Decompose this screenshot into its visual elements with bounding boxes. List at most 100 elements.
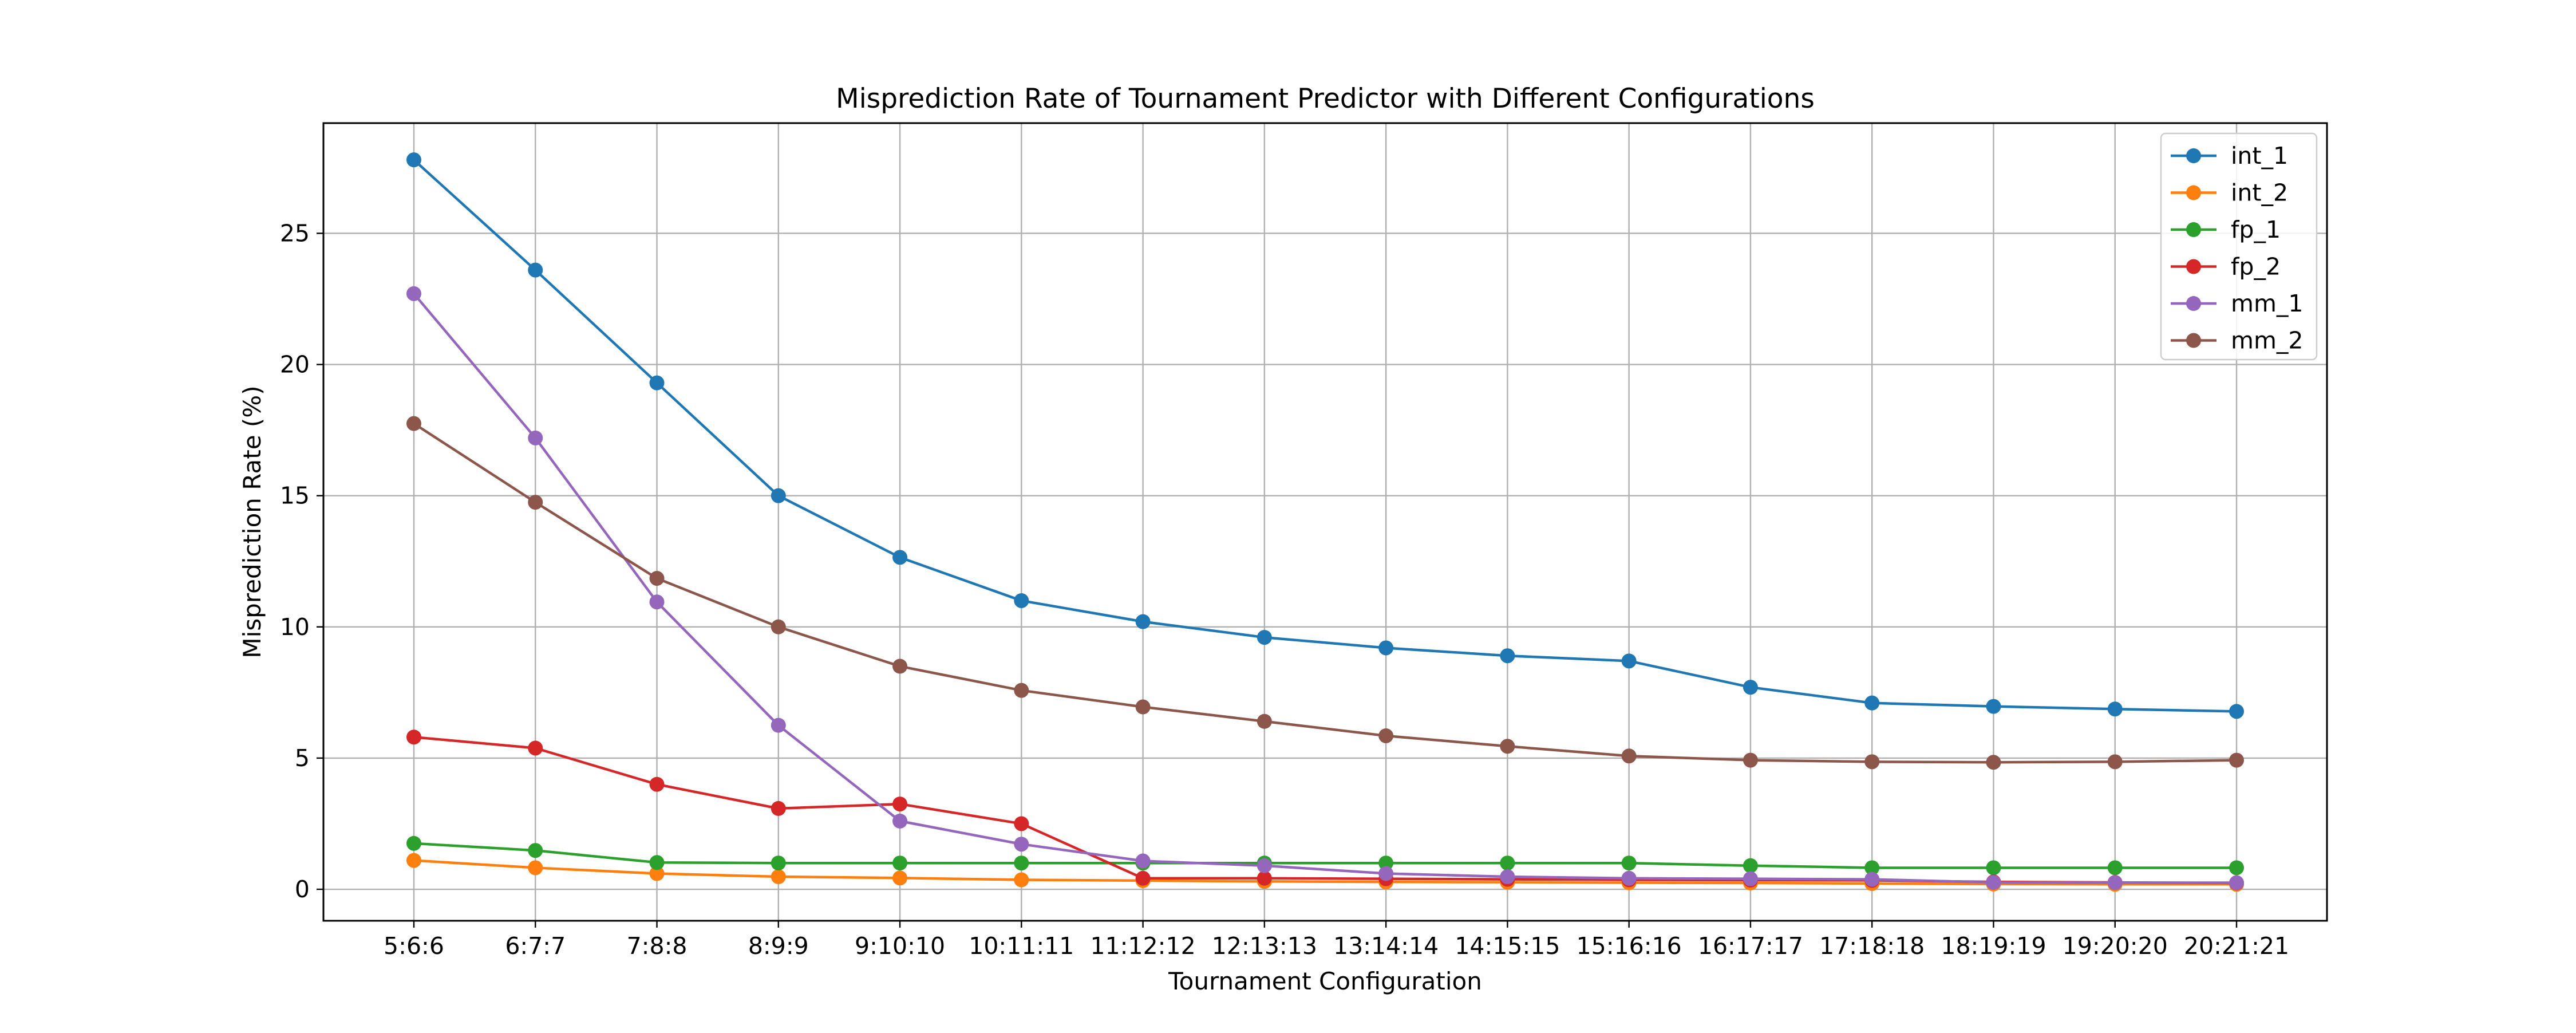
data-point-mm_1	[1986, 875, 2001, 890]
data-point-int_1	[2229, 704, 2244, 719]
x-tick-label: 5:6:6	[384, 932, 444, 960]
data-point-int_1	[771, 488, 786, 503]
series-lines	[406, 152, 2244, 892]
legend-label: mm_2	[2231, 327, 2303, 354]
x-tick-label: 20:21:21	[2184, 932, 2289, 960]
data-point-fp_2	[771, 801, 786, 816]
data-point-mm_1	[649, 594, 665, 610]
series-line-int_2	[413, 859, 2237, 886]
y-axis-label: Misprediction Rate (%)	[238, 385, 266, 658]
data-point-int_1	[1135, 614, 1151, 629]
series-line-mm_2	[413, 422, 2237, 764]
data-point-mm_2	[1743, 752, 1758, 768]
x-tick-label: 16:17:17	[1698, 932, 1803, 960]
data-point-mm_1	[1257, 858, 1272, 873]
data-point-fp_2	[649, 776, 665, 792]
series-line-fp_1	[413, 842, 2237, 869]
legend-entry-fp_1: fp_1	[2171, 216, 2281, 243]
data-point-mm_2	[1378, 728, 1394, 743]
x-tick-label: 10:11:11	[969, 932, 1074, 960]
data-point-fp_2	[1014, 816, 1029, 831]
x-tick-label: 8:9:9	[748, 932, 809, 960]
data-point-fp_1	[649, 855, 665, 870]
data-point-mm_1	[1864, 872, 1880, 887]
data-point-mm_1	[1500, 869, 1515, 885]
data-point-mm_2	[2107, 754, 2123, 770]
y-tick-label: 5	[295, 744, 310, 772]
legend-marker	[2186, 259, 2201, 274]
data-point-mm_1	[1621, 870, 1637, 886]
legend-entry-int_2: int_2	[2171, 179, 2288, 207]
data-point-int_1	[528, 262, 543, 278]
data-point-mm_2	[1864, 754, 1880, 770]
x-tick-label: 18:19:19	[1941, 932, 2046, 960]
data-point-mm_1	[1014, 837, 1029, 852]
x-tick-label: 11:12:12	[1091, 932, 1196, 960]
series-line-int_1	[413, 159, 2237, 713]
legend-label: fp_1	[2231, 216, 2281, 243]
x-tick-label: 19:20:20	[2063, 932, 2168, 960]
data-point-fp_1	[892, 855, 908, 871]
legend-entry-mm_1: mm_1	[2171, 290, 2303, 317]
series-line-mm_1	[413, 293, 2237, 884]
data-point-mm_2	[892, 659, 908, 674]
x-tick-label: 15:16:16	[1577, 932, 1682, 960]
x-tick-label: 17:18:18	[1819, 932, 1925, 960]
data-point-int_1	[1864, 695, 1880, 711]
data-point-fp_1	[2107, 860, 2123, 876]
data-point-int_2	[892, 870, 908, 886]
x-tick-label: 13:14:14	[1333, 932, 1439, 960]
data-point-mm_2	[1014, 683, 1029, 698]
data-point-fp_1	[1986, 860, 2001, 876]
y-tick-label: 15	[280, 482, 310, 510]
data-point-mm_2	[2229, 752, 2244, 768]
x-tick-label: 7:8:8	[627, 932, 688, 960]
legend-entry-mm_2: mm_2	[2171, 327, 2303, 354]
data-point-mm_1	[771, 717, 786, 733]
data-point-mm_2	[1500, 739, 1515, 754]
data-point-fp_2	[528, 740, 543, 756]
data-point-int_1	[1378, 640, 1394, 656]
x-tick-label: 9:10:10	[855, 932, 945, 960]
legend-marker	[2186, 333, 2201, 348]
legend: int_1 int_2 fp_1 fp_2 mm_1 mm_2	[2160, 132, 2318, 361]
data-point-int_1	[1986, 699, 2001, 714]
data-point-mm_1	[528, 430, 543, 445]
x-axis-ticks: 5:6:6 6:7:7 7:8:8 8:9:9 9:10:10 10:11:11 11:12…	[384, 921, 2289, 960]
data-point-int_2	[1014, 872, 1029, 888]
data-point-fp_1	[1014, 855, 1029, 871]
data-point-fp_1	[771, 855, 786, 871]
legend-marker	[2186, 222, 2201, 237]
y-tick-label: 10	[280, 613, 310, 641]
data-point-fp_1	[406, 835, 421, 851]
data-point-mm_1	[1378, 866, 1394, 881]
data-point-mm_2	[1986, 755, 2001, 770]
data-point-int_1	[892, 550, 908, 565]
data-point-mm_2	[1257, 713, 1272, 729]
data-point-int_1	[1743, 680, 1758, 695]
series-int_2	[406, 853, 2244, 892]
data-point-fp_1	[1743, 858, 1758, 873]
data-point-mm_1	[2229, 875, 2244, 890]
data-point-fp_2	[1257, 870, 1272, 886]
data-point-int_1	[1500, 648, 1515, 664]
series-mm_2	[406, 416, 2244, 770]
legend-marker	[2186, 185, 2201, 200]
data-point-mm_1	[1743, 871, 1758, 886]
data-point-int_1	[1257, 630, 1272, 645]
y-tick-label: 0	[295, 876, 310, 903]
data-point-fp_1	[1500, 855, 1515, 871]
series-mm_1	[406, 286, 2244, 890]
grid-lines	[323, 123, 2327, 921]
legend-label: fp_2	[2231, 253, 2281, 281]
data-point-mm_2	[406, 416, 421, 431]
data-point-int_1	[1621, 653, 1637, 669]
data-point-fp_2	[892, 797, 908, 812]
data-point-fp_1	[528, 843, 543, 858]
y-tick-label: 25	[280, 219, 310, 247]
data-point-fp_1	[1378, 855, 1394, 871]
data-point-fp_2	[1135, 870, 1151, 886]
x-tick-label: 14:15:15	[1455, 932, 1560, 960]
